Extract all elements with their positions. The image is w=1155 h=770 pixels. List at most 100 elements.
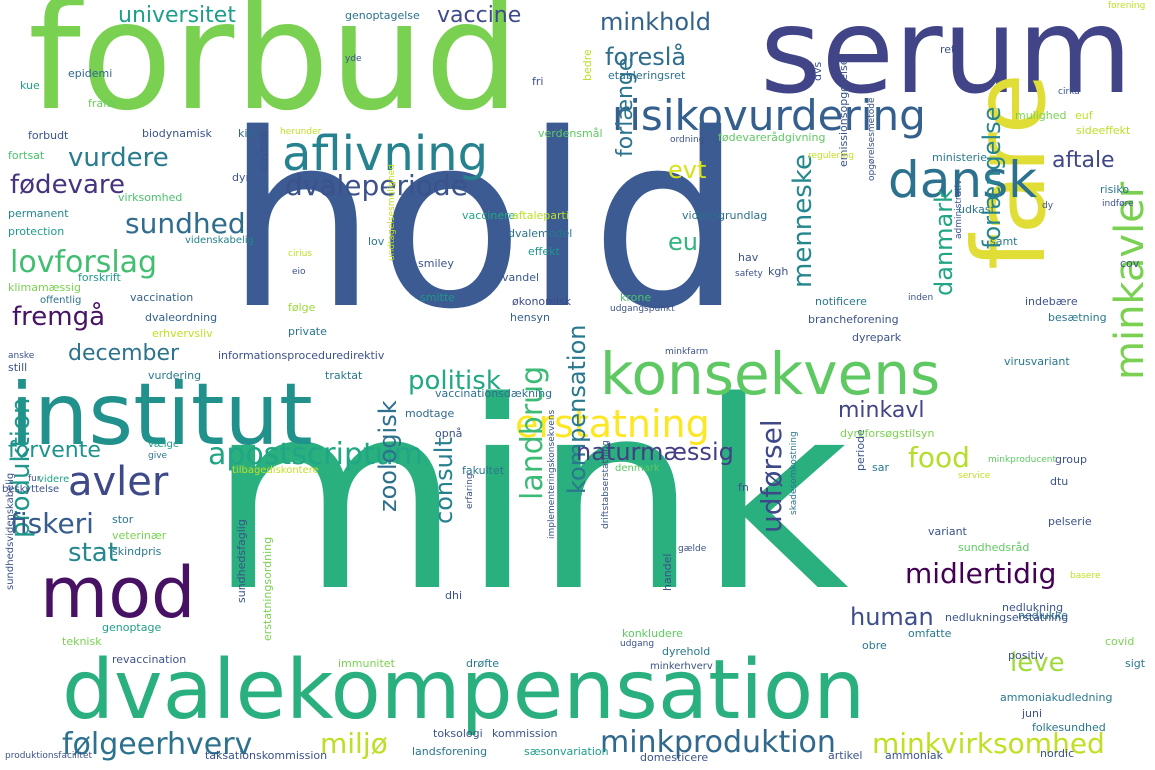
word: politisk bbox=[408, 366, 501, 396]
word: dvalemodel bbox=[508, 227, 573, 240]
word: leve bbox=[1010, 648, 1065, 678]
word: handel bbox=[661, 553, 674, 592]
word: positiv bbox=[1008, 649, 1045, 662]
word: permanent bbox=[8, 207, 69, 220]
word: ret bbox=[940, 43, 956, 56]
word: avler bbox=[68, 459, 169, 505]
word: risikovurdering bbox=[612, 91, 926, 140]
word: opnå bbox=[435, 427, 463, 440]
word: minkfarm bbox=[665, 347, 709, 357]
word: dhi bbox=[445, 589, 463, 602]
word: ordning bbox=[670, 135, 705, 145]
word: forlængelse bbox=[978, 106, 1006, 249]
word: group bbox=[1055, 453, 1087, 466]
word: variant bbox=[928, 525, 967, 538]
word: dvaleordning bbox=[145, 311, 218, 324]
word: dyreforsøgstilsyn bbox=[840, 427, 935, 440]
word: minkavl bbox=[838, 398, 925, 423]
word: dansk bbox=[888, 151, 1038, 209]
word: consult bbox=[430, 437, 458, 524]
word: sundhedsvidenskabelig bbox=[5, 472, 16, 590]
word: human bbox=[850, 603, 934, 631]
word: ministerie bbox=[932, 151, 987, 164]
word: service bbox=[958, 471, 991, 481]
word: genoptagelse bbox=[345, 9, 420, 22]
word: covid bbox=[1105, 635, 1135, 648]
word: fortsat bbox=[8, 149, 45, 162]
word: yde bbox=[345, 54, 362, 64]
word: cov bbox=[1120, 257, 1140, 270]
word: safety bbox=[735, 269, 763, 279]
word: sar bbox=[872, 461, 889, 474]
word: sundhedsfaglig bbox=[235, 519, 248, 603]
word: kommission bbox=[492, 727, 558, 740]
word: menneske bbox=[788, 154, 818, 288]
word: denmark bbox=[615, 463, 660, 474]
word: kgh bbox=[768, 265, 789, 278]
word: erhvervsliv bbox=[152, 327, 213, 340]
word: erfaring bbox=[465, 473, 475, 509]
word: serum bbox=[760, 0, 1133, 120]
word: still bbox=[8, 361, 28, 374]
word: veterinær bbox=[112, 529, 167, 542]
word: naturmæssig bbox=[576, 438, 734, 466]
word: følge bbox=[288, 301, 316, 314]
word: forbudt bbox=[28, 129, 69, 142]
word: sæsonvariation bbox=[524, 745, 609, 758]
word: sideeffekt bbox=[1076, 124, 1131, 137]
word: basere bbox=[1070, 571, 1101, 581]
word: mulighed bbox=[1015, 109, 1067, 122]
word: juni bbox=[1022, 707, 1043, 720]
word: traktat bbox=[325, 369, 363, 382]
word: stat bbox=[68, 538, 118, 568]
word: danmark bbox=[930, 188, 958, 296]
word: euf bbox=[1075, 109, 1093, 122]
word: december bbox=[68, 341, 180, 366]
word: toksologi bbox=[433, 727, 483, 740]
word: epidemi bbox=[68, 67, 113, 80]
word: landsforening bbox=[412, 745, 488, 758]
word: vælge bbox=[148, 439, 180, 450]
word: cirka bbox=[1058, 87, 1080, 97]
word: give bbox=[148, 451, 168, 461]
word: forvente bbox=[8, 438, 101, 463]
word: omfatte bbox=[908, 627, 952, 640]
word: foreslå bbox=[605, 43, 687, 71]
word: anske bbox=[8, 351, 35, 361]
word: sundhed bbox=[125, 207, 246, 240]
word: virksomhed bbox=[118, 191, 183, 204]
word: sundhedsråd bbox=[958, 541, 1030, 554]
word: vaccine bbox=[437, 3, 522, 28]
word: vaccinere bbox=[462, 209, 516, 222]
word: gælde bbox=[678, 544, 707, 554]
word: hensyn bbox=[510, 311, 550, 324]
word: vandel bbox=[502, 271, 540, 284]
word: etableringsret bbox=[608, 69, 686, 82]
word: food bbox=[908, 441, 970, 474]
word: fremgå bbox=[12, 302, 106, 332]
word: forening bbox=[1108, 1, 1146, 11]
word: ammoniak bbox=[885, 749, 944, 762]
word: vaccinationsdækning bbox=[435, 387, 553, 400]
word: erstatning bbox=[515, 402, 710, 446]
word: minkavler bbox=[1107, 181, 1153, 380]
word: minkproduktion bbox=[600, 725, 836, 760]
word: driftstabserstatning bbox=[601, 440, 611, 529]
word: klimamæssig bbox=[8, 281, 81, 294]
word: minkproducent bbox=[988, 455, 1057, 465]
word: drøfte bbox=[466, 657, 499, 670]
word: fri bbox=[532, 75, 544, 88]
word: teknisk bbox=[62, 635, 102, 648]
word: verdensmål bbox=[538, 127, 603, 140]
word: nedlukke bbox=[1018, 609, 1068, 622]
word: virusvariant bbox=[1004, 355, 1070, 368]
word: midlertidig bbox=[905, 557, 1057, 590]
word: forskrift bbox=[78, 271, 121, 284]
word: besætning bbox=[1048, 311, 1107, 324]
word: hav bbox=[738, 251, 759, 264]
word: lov bbox=[368, 235, 385, 248]
word: fakultet bbox=[462, 464, 505, 477]
word: obre bbox=[862, 639, 887, 652]
word: offentlig bbox=[40, 295, 82, 306]
word: dvaleperiode bbox=[285, 169, 468, 202]
